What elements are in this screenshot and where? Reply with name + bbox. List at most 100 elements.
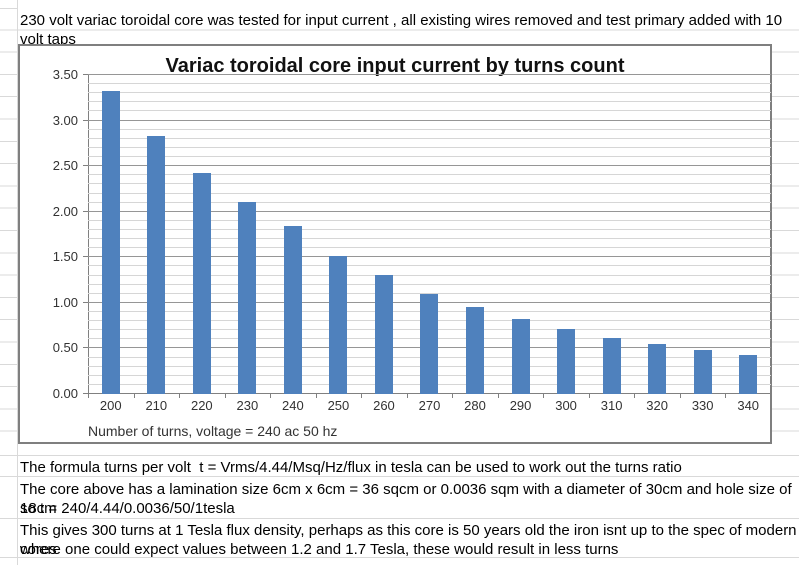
x-axis-tick-label: 300 bbox=[555, 398, 577, 413]
x-axis-tick bbox=[133, 394, 135, 398]
minor-gridline bbox=[88, 137, 771, 139]
bar-slot bbox=[361, 75, 407, 394]
x-axis-tick bbox=[725, 394, 727, 398]
bar-slot bbox=[316, 75, 362, 394]
minor-gridline bbox=[88, 92, 771, 94]
sheet-gridline bbox=[0, 476, 799, 477]
minor-gridline bbox=[88, 183, 771, 185]
minor-gridline bbox=[88, 174, 771, 176]
x-axis-tick bbox=[315, 394, 317, 398]
y-axis-tick-label: 2.50 bbox=[52, 158, 78, 174]
chart[interactable]: Variac toroidal core input current by tu… bbox=[18, 44, 772, 444]
bar-290 bbox=[511, 319, 530, 394]
x-axis-tick-label: 240 bbox=[282, 398, 304, 413]
minor-gridline bbox=[88, 274, 771, 276]
y-axis-tick-label: 0.50 bbox=[52, 340, 78, 356]
y-axis-tick-label: 1.50 bbox=[52, 249, 78, 265]
bar-slot bbox=[225, 75, 271, 394]
bar-250 bbox=[329, 256, 348, 394]
y-axis-tick-label: 2.00 bbox=[52, 203, 78, 219]
bar-slot bbox=[680, 75, 726, 394]
plot-area bbox=[83, 74, 772, 398]
bar-240 bbox=[283, 226, 302, 394]
x-axis-tick-label: 280 bbox=[464, 398, 486, 413]
x-axis-tick bbox=[179, 394, 181, 398]
major-gridline bbox=[88, 74, 771, 75]
x-axis-tick-label: 200 bbox=[99, 398, 122, 413]
bar-slot bbox=[543, 75, 589, 394]
minor-gridline bbox=[88, 128, 771, 130]
bar-slot bbox=[452, 75, 498, 394]
bar-310 bbox=[602, 337, 621, 394]
minor-gridline bbox=[88, 83, 771, 85]
bar-280 bbox=[466, 306, 485, 394]
bar-260 bbox=[374, 274, 393, 394]
bar-slot bbox=[498, 75, 544, 394]
sheet-column-gridline bbox=[17, 0, 18, 565]
minor-gridline bbox=[88, 110, 771, 112]
x-axis-tick bbox=[771, 394, 772, 398]
minor-gridline bbox=[88, 283, 771, 285]
bar-slot bbox=[179, 75, 225, 394]
x-axis-tick-label: 260 bbox=[373, 398, 395, 413]
bar-slot bbox=[407, 75, 453, 394]
bar-slot bbox=[589, 75, 635, 394]
bar-slot bbox=[270, 75, 316, 394]
bar-330 bbox=[693, 350, 712, 394]
x-axis-tick-label: 290 bbox=[509, 398, 532, 413]
note-cell-core-size-line1: The core above has a lamination size 6cm… bbox=[20, 481, 796, 517]
bar-270 bbox=[420, 293, 439, 394]
x-axis-tick bbox=[679, 394, 681, 398]
bar-200 bbox=[101, 91, 120, 394]
chart-title: Variac toroidal core input current by tu… bbox=[165, 55, 625, 77]
y-axis-tick bbox=[83, 393, 88, 394]
y-axis-tick bbox=[83, 256, 88, 258]
y-axis-tick bbox=[83, 74, 88, 75]
x-axis-tick bbox=[88, 394, 89, 398]
y-axis-tick bbox=[83, 119, 88, 121]
x-axis-tick bbox=[361, 394, 363, 398]
x-axis-tick-label: 270 bbox=[418, 398, 441, 413]
y-axis-tick-label: 1.00 bbox=[52, 294, 78, 310]
x-axis-tick bbox=[452, 394, 454, 398]
x-axis-tick-label: 220 bbox=[190, 398, 213, 413]
major-gridline bbox=[88, 119, 771, 121]
major-gridline bbox=[88, 210, 771, 212]
bar-230 bbox=[238, 201, 257, 394]
y-axis-tick bbox=[83, 165, 88, 167]
minor-gridline bbox=[88, 156, 771, 158]
bar-slot bbox=[134, 75, 180, 394]
x-axis-tick bbox=[543, 394, 545, 398]
x-axis-tick-label: 320 bbox=[646, 398, 668, 413]
x-axis-tick bbox=[497, 394, 499, 398]
x-axis-tick-label: 210 bbox=[145, 398, 168, 413]
major-gridline bbox=[88, 165, 771, 167]
bar-210 bbox=[147, 136, 166, 394]
bar-300 bbox=[557, 329, 576, 394]
minor-gridline bbox=[88, 247, 771, 249]
bar-slot bbox=[634, 75, 680, 394]
note-cell-conclusion-line1: This gives 300 turns at 1 Tesla flux den… bbox=[20, 522, 797, 558]
sheet-gridline bbox=[0, 557, 799, 558]
y-axis-tick bbox=[83, 301, 88, 303]
minor-gridline bbox=[88, 146, 771, 148]
sheet-gridline-segment bbox=[0, 8, 17, 9]
y-axis-tick-label: 3.50 bbox=[52, 67, 78, 82]
minor-gridline bbox=[88, 265, 771, 267]
note-cell-formula: The formula turns per volt t = Vrms/4.44… bbox=[20, 459, 682, 476]
x-axis-title: Number of turns, voltage = 240 ac 50 hz bbox=[88, 423, 338, 439]
x-axis-tick-label: 340 bbox=[737, 398, 760, 413]
bar-slot bbox=[88, 75, 134, 394]
top-note-cell: 230 volt variac toroidal core was tested… bbox=[20, 12, 787, 48]
minor-gridline bbox=[88, 292, 771, 294]
minor-gridline bbox=[88, 219, 771, 221]
x-axis-tick bbox=[634, 394, 636, 398]
x-axis-tick-label: 250 bbox=[327, 398, 350, 413]
y-axis-line bbox=[88, 75, 89, 394]
bar-slot bbox=[725, 75, 771, 394]
x-axis-tick bbox=[588, 394, 590, 398]
x-axis-tick-label: 330 bbox=[691, 398, 714, 413]
note-cell-core-size-line2: so t = 240/4.44/0.0036/50/1tesla bbox=[20, 500, 235, 517]
sheet-gridline bbox=[0, 518, 799, 519]
